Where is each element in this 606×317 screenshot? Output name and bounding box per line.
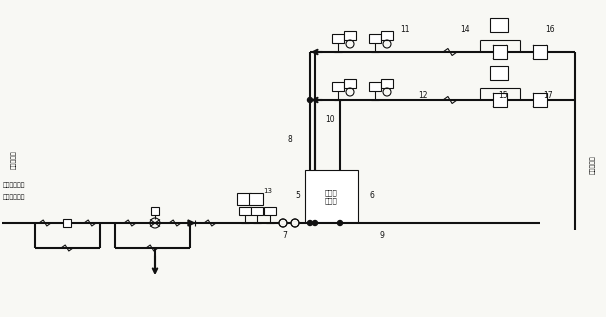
Text: 液压缸传导: 液压缸传导 <box>590 156 596 174</box>
Text: 12: 12 <box>418 90 427 100</box>
Bar <box>381 79 393 88</box>
Bar <box>381 31 393 40</box>
Bar <box>305 170 358 222</box>
Text: 15: 15 <box>498 90 508 100</box>
Text: 位置测: 位置测 <box>325 190 338 196</box>
Text: 10: 10 <box>325 115 335 125</box>
Bar <box>249 193 263 205</box>
Bar <box>533 93 547 107</box>
Text: 8: 8 <box>287 135 291 145</box>
Bar <box>264 207 276 215</box>
Text: 7: 7 <box>282 230 287 240</box>
Bar <box>369 82 381 91</box>
Text: 储藏器及冷水: 储藏器及冷水 <box>3 182 25 188</box>
Bar <box>239 207 251 215</box>
Text: 液压缸传导: 液压缸传导 <box>11 151 17 169</box>
Bar <box>63 219 71 227</box>
Text: 11: 11 <box>400 25 410 35</box>
Text: 16: 16 <box>545 25 554 35</box>
Text: 9: 9 <box>380 230 385 240</box>
Text: 17: 17 <box>543 90 553 100</box>
Bar <box>493 93 507 107</box>
Circle shape <box>307 221 313 225</box>
Bar <box>251 207 263 215</box>
Text: 14: 14 <box>460 25 470 35</box>
Bar <box>151 207 159 215</box>
Bar <box>369 34 381 43</box>
Circle shape <box>307 98 313 102</box>
Text: 6: 6 <box>370 191 375 200</box>
Bar <box>490 66 508 80</box>
Bar <box>344 79 356 88</box>
Text: 落幕器冷冻水: 落幕器冷冻水 <box>3 194 25 200</box>
Bar <box>237 193 251 205</box>
Text: 13: 13 <box>263 188 272 194</box>
Text: 5: 5 <box>295 191 300 200</box>
Bar <box>332 34 344 43</box>
Circle shape <box>313 221 318 225</box>
Bar <box>533 45 547 59</box>
Bar <box>490 18 508 32</box>
Text: 控制器: 控制器 <box>325 198 338 204</box>
Bar <box>344 31 356 40</box>
Polygon shape <box>188 220 195 226</box>
Bar <box>332 82 344 91</box>
Circle shape <box>338 221 342 225</box>
Bar <box>493 45 507 59</box>
